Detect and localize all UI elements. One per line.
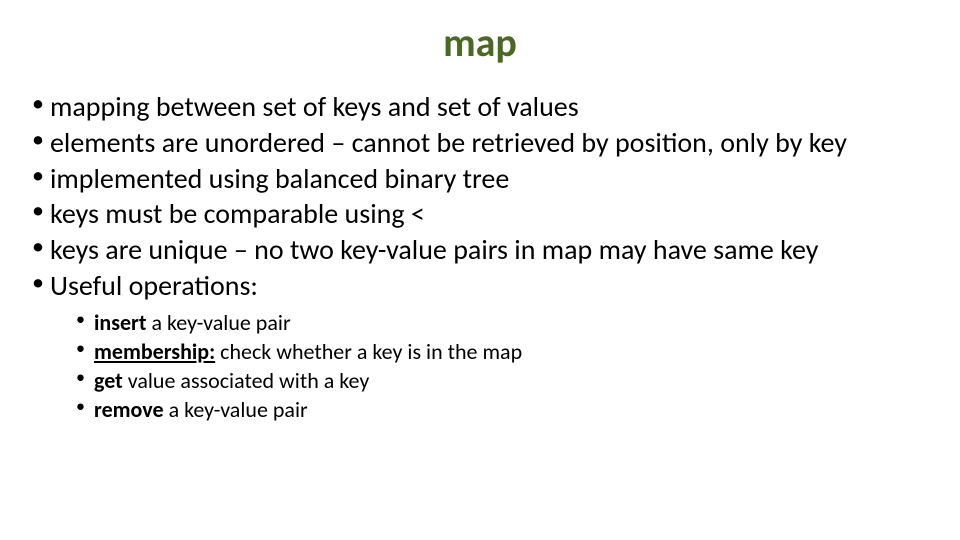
bullet-item: implemented using balanced binary tree (32, 161, 932, 197)
sub-bullet-item: get value associated with a key (76, 366, 932, 395)
bullet-item: Useful operations: (32, 268, 932, 304)
sub-rest: a key-value pair (147, 309, 291, 336)
sub-rest: value associated with a key (123, 367, 370, 394)
slide-title: map (28, 18, 932, 67)
sub-bold: membership: (94, 338, 215, 365)
sub-bullet-item: membership: check whether a key is in th… (76, 337, 932, 366)
sub-bold: get (94, 367, 123, 394)
bullet-item: keys must be comparable using < (32, 196, 932, 232)
main-bullet-list: mapping between set of keys and set of v… (28, 89, 932, 304)
sub-bold: insert (94, 309, 147, 336)
sub-bold: remove (94, 396, 164, 423)
bullet-item: elements are unordered – cannot be retri… (32, 125, 932, 161)
bullet-item: keys are unique – no two key-value pairs… (32, 232, 932, 268)
bullet-item: mapping between set of keys and set of v… (32, 89, 932, 125)
sub-bullet-list: insert a key-value pair membership: chec… (28, 308, 932, 424)
sub-bullet-item: insert a key-value pair (76, 308, 932, 337)
slide: map mapping between set of keys and set … (0, 0, 960, 540)
sub-rest: a key-value pair (164, 396, 308, 423)
sub-bullet-item: remove a key-value pair (76, 395, 932, 424)
sub-rest: check whether a key is in the map (215, 338, 522, 365)
